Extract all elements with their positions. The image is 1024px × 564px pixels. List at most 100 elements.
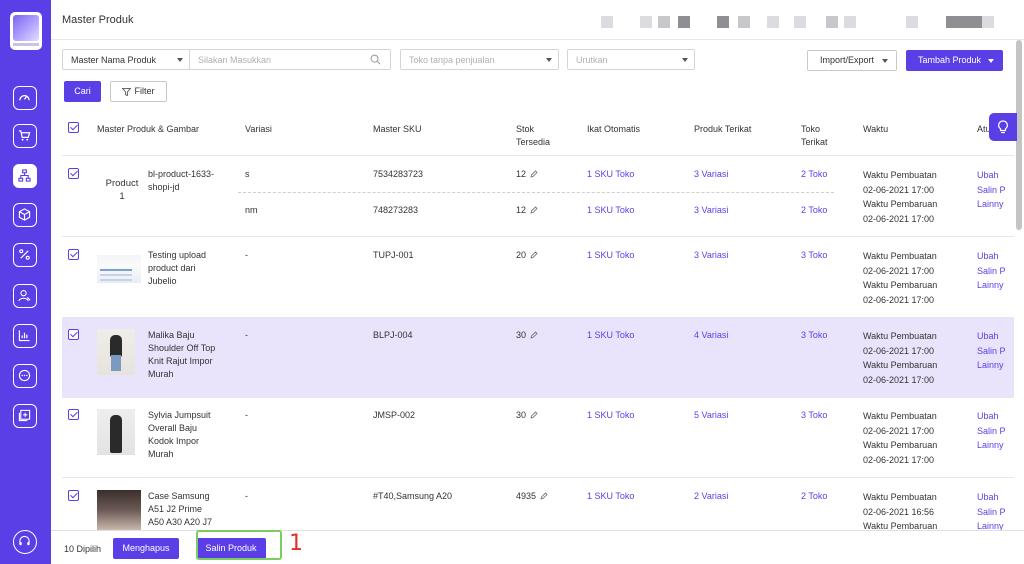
cart-icon[interactable] <box>13 124 37 148</box>
package-icon[interactable] <box>13 203 37 227</box>
table-row[interactable]: Testing upload product dari Jubelio - TUPJ… <box>62 238 1014 318</box>
row-checkbox[interactable] <box>68 249 79 260</box>
auto-bind-link[interactable]: 1 SKU Toko <box>587 410 635 420</box>
row-checkbox[interactable] <box>68 409 79 420</box>
timestamps: Waktu Pembuatan 02-06-2021 17:00 Waktu Pem… <box>863 411 938 465</box>
annotation-number: 1 <box>289 531 303 556</box>
discount-icon[interactable] <box>13 243 37 267</box>
variant-name: - <box>245 330 248 340</box>
add-product-button[interactable]: Tambah Produk <box>906 50 1003 71</box>
bound-store-link[interactable]: 2 Toko <box>801 491 828 501</box>
tips-button[interactable] <box>989 113 1017 141</box>
filter-button[interactable]: Filter <box>110 81 167 102</box>
column-header-variasi: Variasi <box>245 124 272 134</box>
bound-store-link[interactable]: 3 Toko <box>801 250 828 260</box>
import-export-button[interactable]: Import/Export <box>807 50 897 71</box>
search-button[interactable]: Cari <box>64 81 101 102</box>
search-icon[interactable] <box>370 54 381 65</box>
search-placeholder: Silakan Masukkan <box>198 55 272 65</box>
timestamps: Waktu Pembuatan 02-06-2021 17:00 Waktu Pem… <box>863 251 938 305</box>
edit-pencil-icon[interactable] <box>530 331 538 339</box>
bound-product-link[interactable]: 2 Variasi <box>694 491 729 501</box>
edit-pencil-icon[interactable] <box>530 251 538 259</box>
redacted-area <box>601 16 613 28</box>
customer-icon[interactable] <box>13 284 37 308</box>
add-product-label: Tambah Produk <box>917 55 982 65</box>
chevron-down-icon <box>682 58 688 62</box>
product-title[interactable]: Testing upload product dari Jubelio <box>148 250 207 286</box>
chat-icon[interactable] <box>13 364 37 388</box>
lightbulb-icon <box>998 120 1008 134</box>
edit-pencil-icon[interactable] <box>530 411 538 419</box>
stock-value: 4935 <box>516 490 548 503</box>
store-select[interactable]: Toko tanpa penjualan <box>400 49 559 70</box>
auto-bind-link[interactable]: 1 SKU Toko <box>587 250 635 260</box>
product-thumbnail[interactable] <box>97 329 135 375</box>
row-actions[interactable]: Ubah Salin P Lainny <box>977 251 1006 290</box>
sort-select[interactable]: Urutkan <box>567 49 695 70</box>
app-logo[interactable] <box>10 12 42 50</box>
bound-product-link[interactable]: 4 Variasi <box>694 330 729 340</box>
row-actions[interactable]: Ubah Salin P Lainny <box>977 411 1006 450</box>
chevron-down-icon <box>988 59 994 63</box>
dashboard-icon[interactable] <box>13 86 37 110</box>
headset-support-icon[interactable] <box>13 530 37 554</box>
row-checkbox[interactable] <box>68 329 79 340</box>
sort-select-placeholder: Urutkan <box>576 55 608 65</box>
bound-product-link[interactable]: 3 Variasi <box>694 205 729 215</box>
select-all-checkbox[interactable] <box>68 122 79 133</box>
bound-product-link[interactable]: 3 Variasi <box>694 169 729 179</box>
row-checkbox[interactable] <box>68 490 79 501</box>
product-title[interactable]: bl-product-1633- shopi-jd <box>148 169 215 192</box>
row-actions[interactable]: Ubah Salin P Lainny <box>977 492 1006 531</box>
auto-bind-link[interactable]: 1 SKU Toko <box>587 491 635 501</box>
table-row[interactable]: Product 1 bl-product-1633- shopi-jd s 753… <box>62 157 1014 237</box>
filter-icon <box>122 88 131 96</box>
product-hierarchy-icon[interactable] <box>13 164 37 188</box>
vertical-scrollbar[interactable] <box>1016 40 1022 230</box>
sku-value: TUPJ-001 <box>373 250 414 260</box>
product-title[interactable]: Case Samsung A51 J2 Prime A50 A30 A20 J7 <box>148 491 213 527</box>
bound-store-link[interactable]: 3 Toko <box>801 410 828 420</box>
delete-button[interactable]: Menghapus <box>113 538 179 559</box>
bound-store-link[interactable]: 3 Toko <box>801 330 828 340</box>
product-title[interactable]: Sylvia Jumpsuit Overall Baju Kodok Impor Mu… <box>148 410 211 459</box>
page-title: Master Produk <box>62 14 134 26</box>
row-actions[interactable]: Ubah Salin P Lainny <box>977 170 1006 209</box>
timestamps: Waktu Pembuatan 02-06-2021 17:00 Waktu Pem… <box>863 331 938 385</box>
sku-value: JMSP-002 <box>373 410 416 420</box>
auto-bind-link[interactable]: 1 SKU Toko <box>587 169 635 179</box>
product-name: Product 1 <box>105 178 139 202</box>
table-row[interactable]: Case Samsung A51 J2 Prime A50 A30 A20 J7 -… <box>62 479 1014 531</box>
bound-product-link[interactable]: 5 Variasi <box>694 410 729 420</box>
field-select-value: Master Nama Produk <box>71 55 157 65</box>
product-thumbnail[interactable] <box>97 255 141 283</box>
row-actions[interactable]: Ubah Salin P Lainny <box>977 331 1006 370</box>
column-header-aksi: Atu <box>977 124 991 134</box>
product-thumbnail[interactable] <box>97 490 141 530</box>
stock-value: 30 <box>516 409 538 422</box>
table-row[interactable]: Sylvia Jumpsuit Overall Baju Kodok Impor Mu… <box>62 398 1014 478</box>
bound-store-link[interactable]: 2 Toko <box>801 205 828 215</box>
auto-bind-link[interactable]: 1 SKU Toko <box>587 330 635 340</box>
search-input[interactable]: Silakan Masukkan <box>189 49 391 70</box>
edit-pencil-icon[interactable] <box>530 206 538 214</box>
product-title[interactable]: Malika Baju Shoulder Off Top Knit Rajut Im… <box>148 330 216 379</box>
product-thumbnail[interactable] <box>97 409 135 455</box>
row-checkbox[interactable] <box>68 168 79 179</box>
edit-pencil-icon[interactable] <box>540 492 548 500</box>
report-chart-icon[interactable] <box>13 324 37 348</box>
variant-name: s <box>245 169 250 179</box>
timestamps: Waktu Pembuatan 02-06-2021 17:00 Waktu Pem… <box>863 170 938 224</box>
column-header-toko-terikat: Toko Terikat <box>801 124 828 147</box>
field-select[interactable]: Master Nama Produk <box>62 49 190 70</box>
bound-product-link[interactable]: 3 Variasi <box>694 250 729 260</box>
add-square-icon[interactable] <box>13 404 37 428</box>
selected-count: 10 Dipilih <box>64 544 102 554</box>
timestamps: Waktu Pembuatan 02-06-2021 16:56 Waktu Pem… <box>863 492 938 531</box>
table-row[interactable]: Malika Baju Shoulder Off Top Knit Rajut Im… <box>62 318 1014 398</box>
edit-pencil-icon[interactable] <box>530 170 538 178</box>
auto-bind-link[interactable]: 1 SKU Toko <box>587 205 635 215</box>
variant-name: nm <box>245 205 258 215</box>
bound-store-link[interactable]: 2 Toko <box>801 169 828 179</box>
